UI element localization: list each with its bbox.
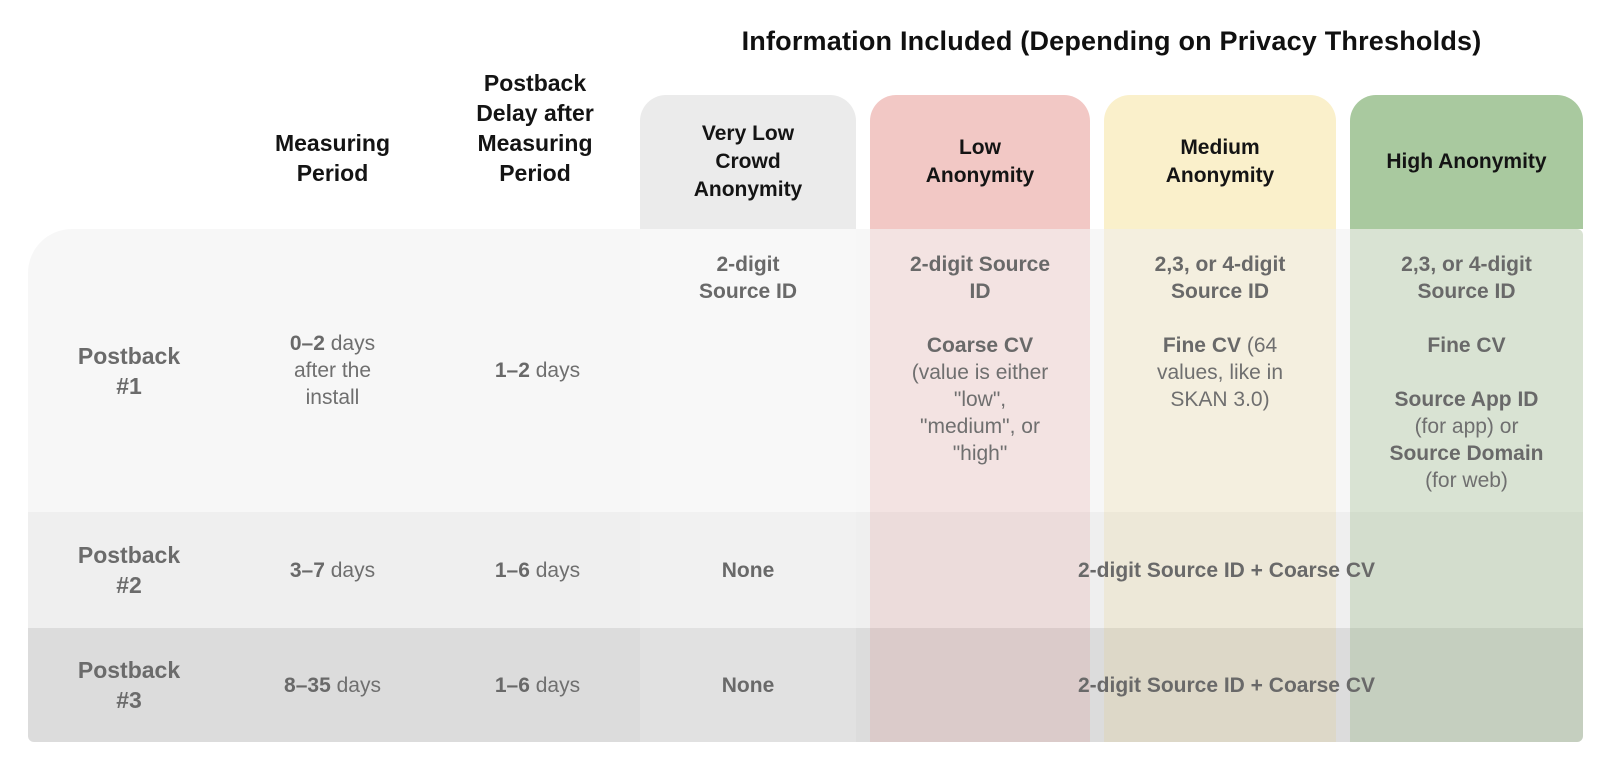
cell-postback1-low-anonymity: 2-digit Source ID Coarse CV (value is eit… [909,253,1051,465]
row-stripe-postback-2 [28,512,1583,628]
row-label-postback-2: Postback #2 [77,542,181,598]
cell-postback2-merged-low-medium-high: 2-digit Source ID + Coarse CV [1078,558,1375,582]
cell-postback1-measuring-period: 0–2 days after the install [289,332,376,409]
cell-postback2-postback-delay: 1–6 days [494,558,581,582]
column-header-measuring-period: Measuring Period [274,130,391,186]
column-header-medium-anonymity: Medium Anonymity [1104,95,1336,229]
low-column-band [870,229,1090,742]
column-header-very-low-crowd-anonymity: Very Low Crowd Anonymity [640,95,856,229]
cell-postback3-postback-delay: 1–6 days [494,673,581,697]
row-label-postback-3: Postback #3 [77,657,181,713]
table-body: Postback #1 0–2 days after the install 1… [28,229,1583,742]
row-stripe-postback-1 [28,229,1583,512]
cell-postback3-measuring-period: 8–35 days [284,673,381,697]
cell-postback2-very-low-anonymity: None [721,558,775,582]
page-title: Information Included (Depending on Priva… [741,26,1482,56]
high-column-band [1350,229,1583,742]
row-label-postback-1: Postback #1 [77,342,181,399]
row-stripe-postback-3 [28,628,1583,742]
medium-column-band [1104,229,1336,742]
cell-postback1-high-anonymity: 2,3, or 4-digit Source ID Fine CV Source A… [1389,253,1544,492]
cell-postback1-postback-delay: 1–2 days [494,359,581,382]
column-header-postback-delay: Postback Delay after Measuring Period [476,70,594,186]
cell-postback1-medium-anonymity: 2,3, or 4-digit Source ID Fine CV (64 val… [1154,253,1286,411]
cell-postback2-measuring-period: 3–7 days [289,558,376,582]
very-low-column-band [640,229,856,742]
cell-postback3-merged-low-medium-high: 2-digit Source ID + Coarse CV [1078,673,1375,697]
cell-postback3-very-low-anonymity: None [721,673,775,697]
column-header-high-anonymity: High Anonymity [1350,95,1583,229]
column-header-low-anonymity: Low Anonymity [870,95,1090,229]
cell-postback1-very-low-anonymity: 2-digit Source ID [698,253,798,303]
